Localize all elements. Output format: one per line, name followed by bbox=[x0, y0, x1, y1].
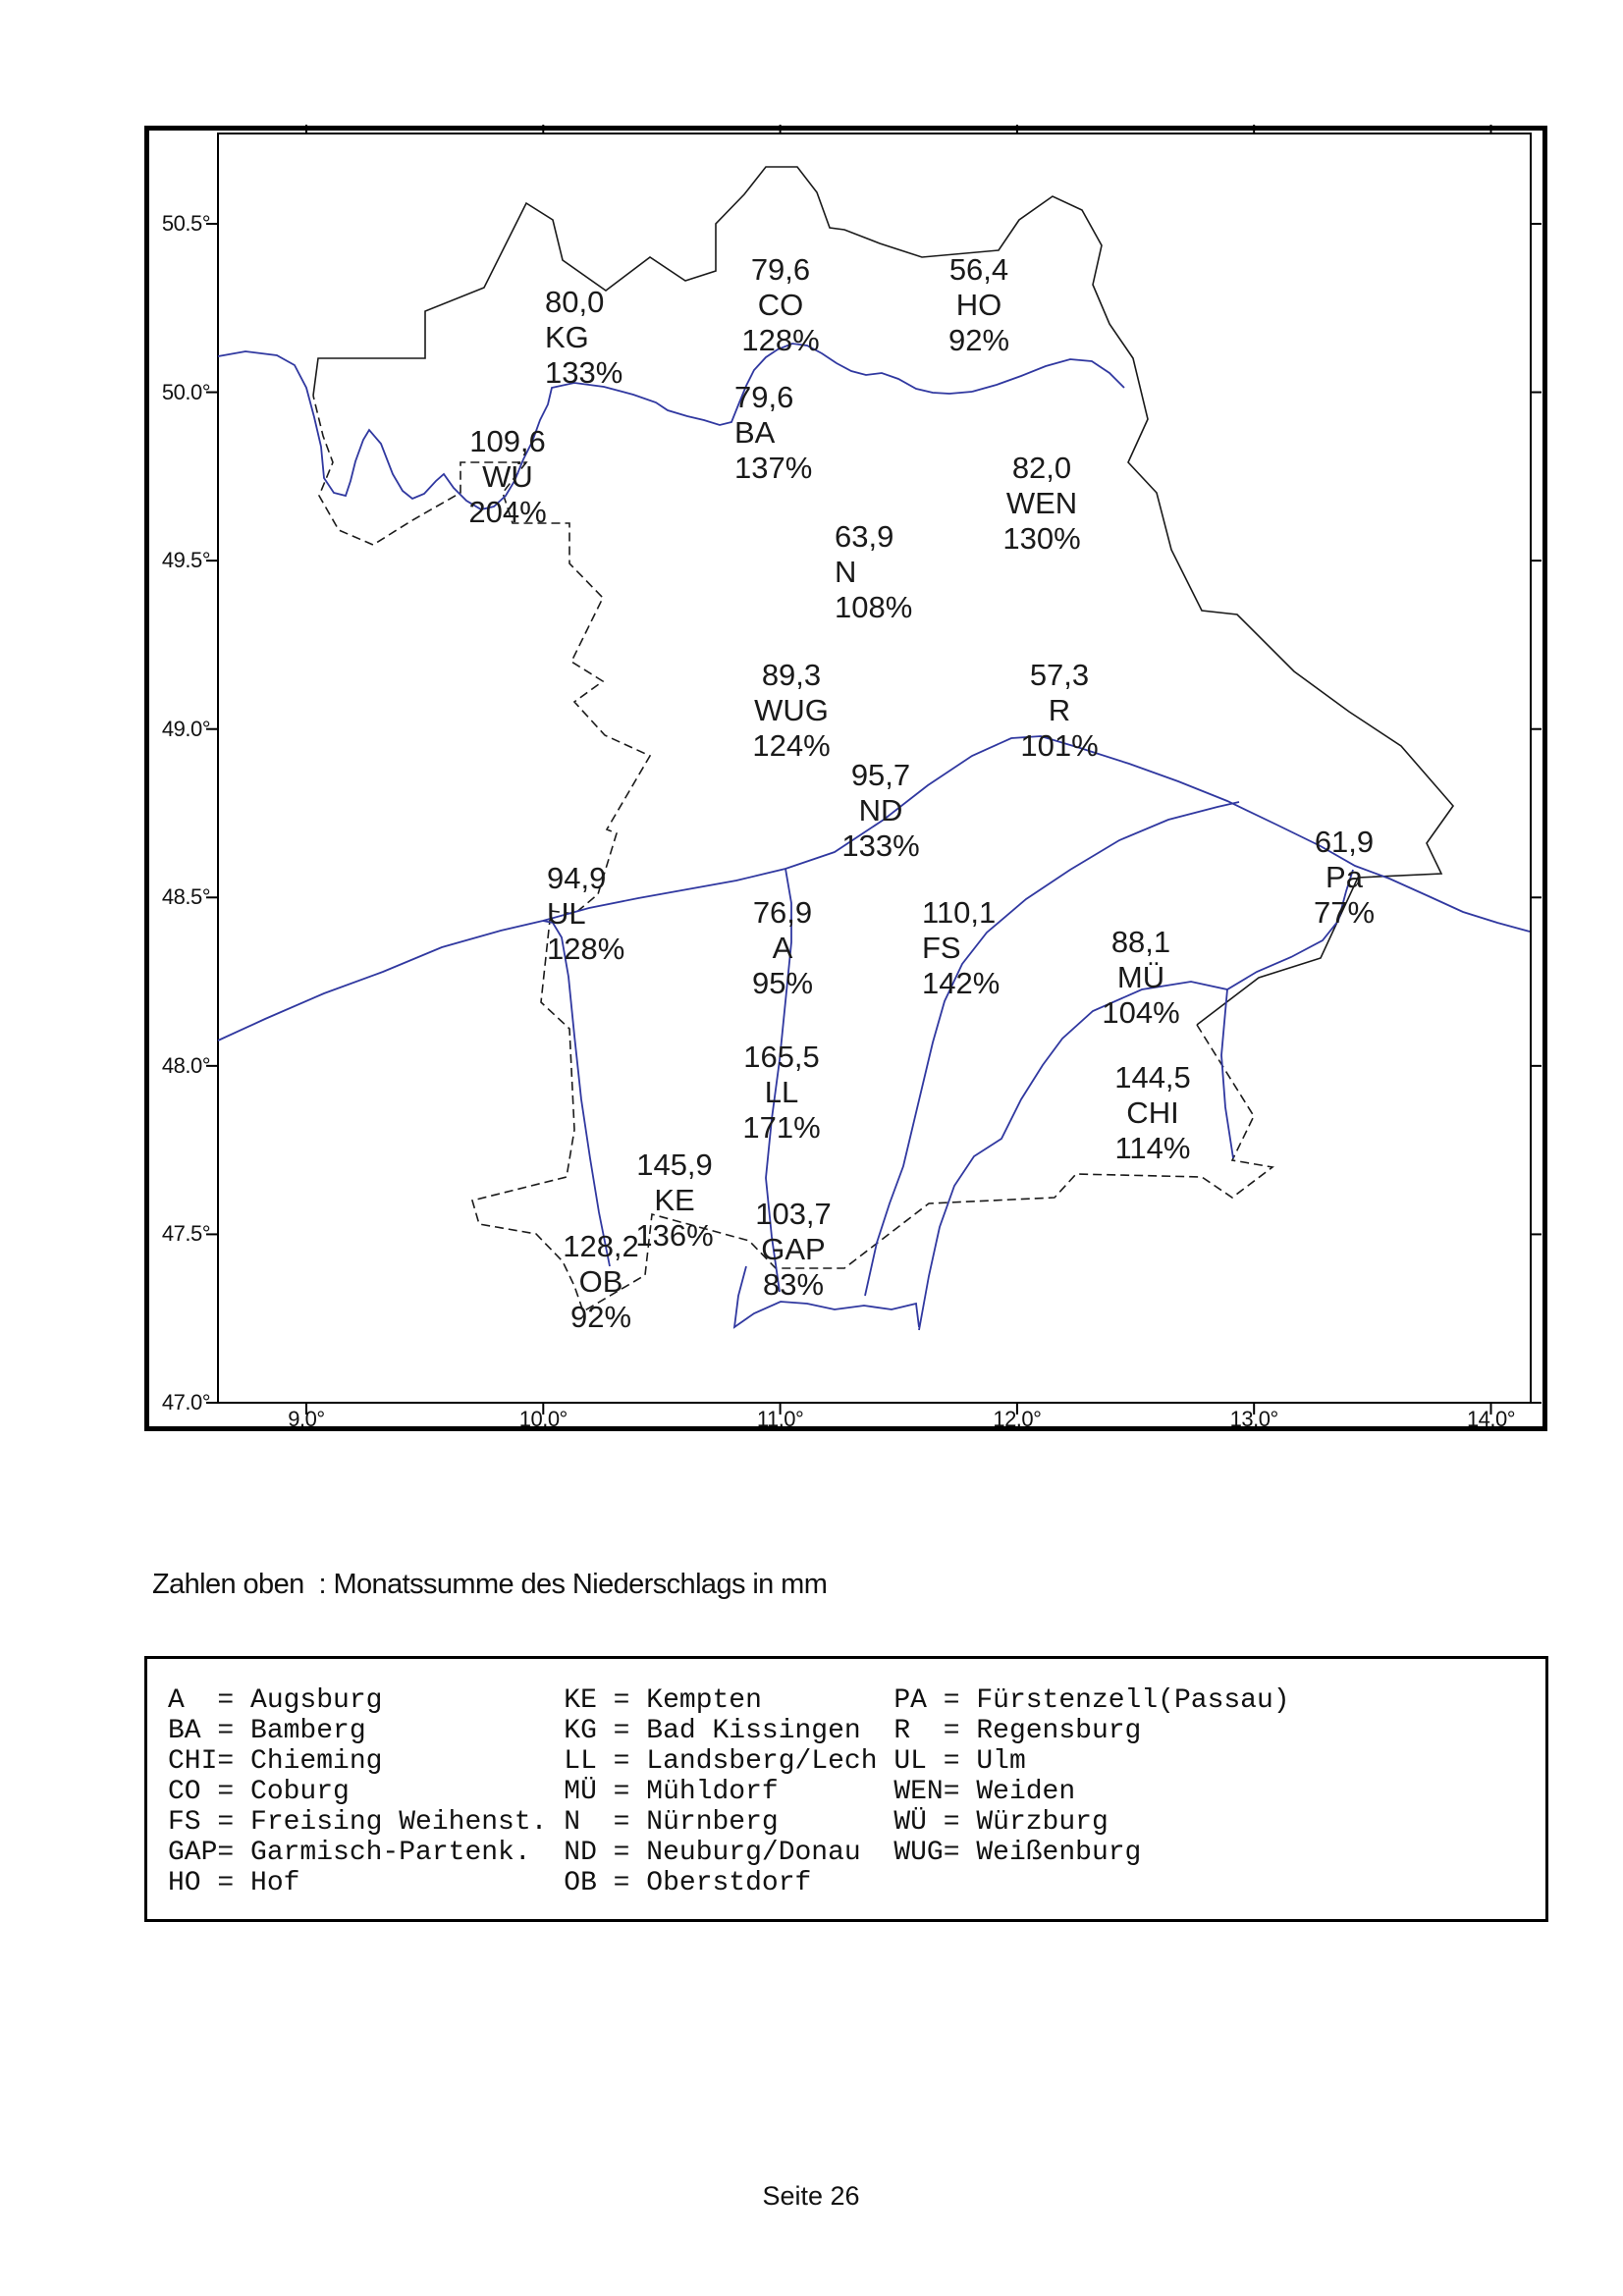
station-code: LL bbox=[764, 1075, 799, 1109]
x-axis-label: 14.0° bbox=[1466, 1407, 1516, 1431]
station-code: WEN bbox=[1005, 486, 1078, 520]
station-code: R bbox=[1048, 693, 1071, 727]
station-precip: 128,2 bbox=[563, 1229, 639, 1263]
station-KG: 80,0 KG 133% bbox=[545, 285, 622, 391]
station-R: 57,3 R 101% bbox=[1020, 658, 1098, 764]
station-Pa: 61,9 Pa 77% bbox=[1314, 825, 1375, 931]
station-code: UL bbox=[547, 896, 586, 931]
station-precip: 82,0 bbox=[1011, 451, 1072, 485]
station-precip: 165,5 bbox=[743, 1040, 820, 1074]
y-axis-label: 47.5° bbox=[161, 1221, 211, 1247]
page-number: Seite 26 bbox=[762, 2181, 860, 2211]
station-precip: 103,7 bbox=[755, 1197, 832, 1231]
station-precip: 57,3 bbox=[1029, 658, 1090, 692]
station-CHI: 144,5 CHI 114% bbox=[1114, 1060, 1191, 1166]
station-precip: 94,9 bbox=[547, 861, 607, 895]
station-precip: 89,3 bbox=[761, 658, 822, 692]
x-axis-label: 10.0° bbox=[518, 1407, 568, 1431]
station-percent: 101% bbox=[1020, 728, 1099, 763]
station-percent: 133% bbox=[545, 355, 623, 390]
station-N: 63,9 N 108% bbox=[835, 519, 912, 625]
y-axis-label: 49.5° bbox=[161, 548, 211, 573]
station-percent: 104% bbox=[1102, 995, 1180, 1030]
station-precip: 79,6 bbox=[750, 252, 811, 287]
station-FS: 110,1 FS 142% bbox=[922, 895, 1000, 1001]
station-percent: 133% bbox=[841, 828, 920, 863]
station-ND: 95,7 ND 133% bbox=[841, 758, 919, 864]
station-percent: 142% bbox=[922, 966, 1001, 1000]
legend-box: A = Augsburg KE = Kempten PA = Fürstenze… bbox=[144, 1656, 1548, 1922]
station-HO: 56,4 HO 92% bbox=[948, 252, 1009, 358]
station-percent: 77% bbox=[1313, 895, 1376, 930]
y-axis-label: 48.0° bbox=[161, 1052, 211, 1078]
station-code: WÜ bbox=[482, 459, 533, 494]
x-axis-label: 12.0° bbox=[993, 1407, 1042, 1431]
station-percent: 114% bbox=[1114, 1131, 1191, 1165]
station-precip: 79,6 bbox=[734, 380, 794, 414]
station-percent: 92% bbox=[947, 323, 1010, 357]
station-A: 76,9 A 95% bbox=[752, 895, 813, 1001]
station-code: FS bbox=[922, 931, 961, 965]
station-precip: 109,6 bbox=[469, 424, 546, 458]
station-GAP: 103,7 GAP 83% bbox=[755, 1197, 832, 1303]
station-WÜ: 109,6 WÜ 204% bbox=[468, 424, 546, 530]
x-axis-label: 11.0° bbox=[756, 1407, 804, 1431]
station-WEN: 82,0 WEN 130% bbox=[1002, 451, 1080, 557]
y-axis-label: 50.0° bbox=[161, 379, 211, 404]
station-CO: 79,6 CO 128% bbox=[741, 252, 819, 358]
station-code: OB bbox=[578, 1264, 623, 1299]
station-precip: 144,5 bbox=[1114, 1060, 1191, 1095]
station-code: HO bbox=[955, 288, 1002, 322]
y-axis-label: 49.0° bbox=[161, 716, 211, 741]
station-code: BA bbox=[734, 415, 776, 450]
x-axis-label: 9.0° bbox=[288, 1407, 325, 1431]
station-precip: 110,1 bbox=[922, 895, 997, 930]
caption-line-precip: Zahlen oben : Monatssumme des Niederschl… bbox=[152, 1569, 828, 1600]
station-precip: 80,0 bbox=[545, 285, 605, 319]
station-UL: 94,9 UL 128% bbox=[547, 861, 624, 967]
station-code: KE bbox=[654, 1183, 695, 1217]
station-code: ND bbox=[858, 793, 903, 828]
station-percent: 83% bbox=[762, 1267, 825, 1302]
station-MÜ: 88,1 MÜ 104% bbox=[1102, 925, 1179, 1031]
station-precip: 88,1 bbox=[1110, 925, 1171, 959]
station-code: Pa bbox=[1325, 860, 1363, 894]
station-percent: 136% bbox=[635, 1218, 714, 1253]
station-code: WUG bbox=[754, 693, 829, 727]
station-precip: 61,9 bbox=[1314, 825, 1375, 859]
station-OB: 128,2 OB 92% bbox=[563, 1229, 639, 1335]
station-precip: 76,9 bbox=[752, 895, 813, 930]
station-code-legend: A = Augsburg KE = Kempten PA = Fürstenze… bbox=[168, 1685, 1290, 1898]
station-precip: 56,4 bbox=[948, 252, 1009, 287]
station-KE: 145,9 KE 136% bbox=[635, 1148, 713, 1254]
station-percent: 92% bbox=[569, 1300, 632, 1334]
station-precip: 145,9 bbox=[636, 1148, 713, 1182]
station-percent: 137% bbox=[734, 451, 813, 485]
station-percent: 204% bbox=[468, 495, 547, 529]
station-code: KG bbox=[545, 320, 589, 354]
station-percent: 130% bbox=[1002, 521, 1081, 556]
station-code: N bbox=[835, 555, 857, 589]
station-code: CHI bbox=[1126, 1095, 1179, 1130]
station-percent: 128% bbox=[741, 323, 820, 357]
station-code: MÜ bbox=[1116, 960, 1165, 994]
station-LL: 165,5 LL 171% bbox=[742, 1040, 820, 1146]
station-percent: 95% bbox=[751, 966, 814, 1000]
x-axis-label: 13.0° bbox=[1229, 1407, 1279, 1431]
station-percent: 108% bbox=[835, 590, 913, 624]
y-axis-label: 47.0° bbox=[161, 1389, 211, 1415]
y-axis-label: 50.5° bbox=[161, 211, 211, 236]
station-percent: 171% bbox=[742, 1110, 821, 1145]
station-code: CO bbox=[757, 288, 804, 322]
station-WUG: 89,3 WUG 124% bbox=[752, 658, 830, 764]
y-axis-label: 48.5° bbox=[161, 884, 211, 910]
station-precip: 63,9 bbox=[835, 519, 894, 554]
station-BA: 79,6 BA 137% bbox=[734, 380, 812, 486]
station-percent: 128% bbox=[547, 932, 625, 966]
station-code: A bbox=[772, 931, 793, 965]
station-code: GAP bbox=[761, 1232, 826, 1266]
station-percent: 124% bbox=[752, 728, 831, 763]
station-precip: 95,7 bbox=[850, 758, 911, 792]
